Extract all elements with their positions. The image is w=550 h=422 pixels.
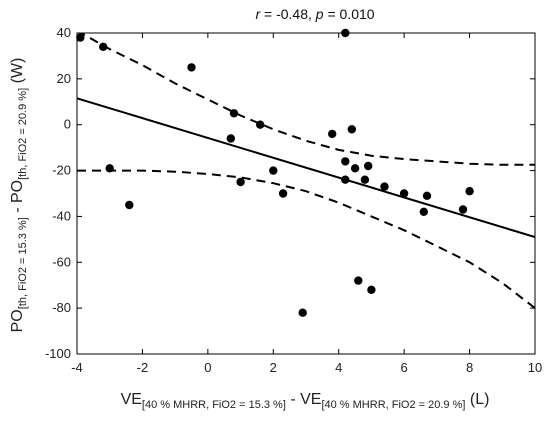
x-tick-label: 10 (528, 360, 542, 375)
y-tick-label: 0 (64, 117, 71, 132)
ci-lower-curve (77, 169, 535, 309)
data-point (76, 33, 85, 42)
data-point (341, 28, 350, 38)
x-axis-label: VE[40 % MHRR, FiO2 = 15.3 %] - VE[40 % M… (121, 391, 490, 411)
x-tick-label: 2 (270, 360, 277, 375)
y-tick-label: -80 (52, 300, 71, 315)
data-point (269, 166, 278, 175)
title-r-text: = -0.48, (260, 6, 316, 22)
data-point (422, 191, 432, 200)
y-label-sub-b: [th, FiO2 = 20.9 %] (17, 88, 29, 180)
data-point (236, 177, 245, 187)
data-point (125, 200, 134, 210)
data-point (350, 164, 360, 173)
y-label-unit: (W) (9, 58, 26, 88)
x-tick-label: -4 (71, 360, 83, 375)
y-label-main-a: PO (9, 309, 26, 332)
x-tick-label: 8 (466, 360, 473, 375)
data-point (298, 308, 307, 317)
data-point (380, 182, 389, 191)
data-point (367, 285, 376, 294)
x-label-sub-b: [40 % MHRR, FiO2 = 20.9 %] (321, 399, 465, 411)
data-point (99, 42, 108, 51)
title-p-symbol: p (315, 6, 324, 22)
plot-frame (76, 32, 536, 355)
x-label-sub-a: [40 % MHRR, FiO2 = 15.3 %] (142, 399, 286, 411)
title-p-text: = 0.010 (324, 6, 375, 22)
x-tick-label: 6 (401, 360, 408, 375)
data-point (465, 187, 474, 196)
y-label-sep: - PO (9, 180, 26, 217)
y-axis-label: PO[th, FiO2 = 15.3 %] - PO[th, FiO2 = 20… (9, 58, 29, 333)
data-point (354, 276, 363, 285)
x-tick-label: 4 (335, 360, 342, 375)
title-r-symbol: r (255, 6, 261, 22)
x-label-unit: (L) (465, 391, 489, 408)
data-point (226, 134, 235, 143)
y-tick-label: -100 (45, 346, 71, 361)
y-tick-label: 40 (57, 25, 71, 40)
y-tick-label: -40 (52, 208, 71, 223)
data-point (458, 205, 468, 214)
x-tick-label: 0 (204, 360, 211, 375)
data-point (256, 120, 265, 129)
data-point (341, 157, 350, 166)
data-point (278, 189, 288, 198)
y-tick-label: 20 (57, 71, 71, 86)
y-tick-label: -20 (52, 163, 71, 178)
data-point (328, 129, 337, 139)
data-point (399, 189, 409, 198)
ci-upper-curve (79, 33, 535, 166)
chart-title: r = -0.48, p = 0.010 (255, 6, 374, 22)
x-label-sep: - VE (286, 391, 322, 408)
data-point (105, 164, 114, 173)
data-point (364, 161, 373, 171)
data-point (419, 207, 428, 216)
data-point (341, 175, 350, 184)
y-label-sub-a: [th, FiO2 = 15.3 %] (17, 217, 29, 309)
data-point (229, 109, 239, 118)
x-tick-label: -2 (137, 360, 149, 375)
data-point (360, 175, 370, 184)
data-point (347, 125, 356, 134)
data-point (187, 63, 196, 72)
x-label-main-a: VE (121, 391, 142, 408)
y-tick-label: -60 (52, 254, 71, 269)
regression-line (77, 97, 535, 239)
